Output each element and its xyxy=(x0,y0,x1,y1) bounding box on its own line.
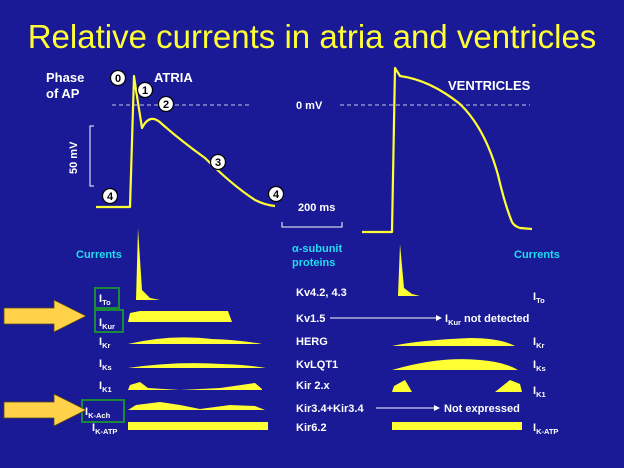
time-scale-label: 200 ms xyxy=(298,202,335,214)
row-5-protein: Kir3.4+Kir3.4 xyxy=(296,403,364,415)
row-1-current-label: IKur xyxy=(99,317,115,331)
highlight-arrow-2 xyxy=(3,393,87,427)
row-6-current-label: IK-ATP xyxy=(92,422,117,436)
row-5-arrow-head xyxy=(434,405,440,411)
row-5-atria-current xyxy=(128,402,265,410)
highlight-box-ito xyxy=(94,287,120,309)
row-2-current-label: IKr xyxy=(99,336,110,350)
svg-text:0: 0 xyxy=(115,73,121,85)
currents-label-left: Currents xyxy=(76,249,122,261)
row-2-right-label: IKr xyxy=(533,336,544,350)
row-6-right-label: IK-ATP xyxy=(533,422,558,436)
ap-header-line1: Phase xyxy=(46,70,84,85)
row-3-protein: KvLQT1 xyxy=(296,359,338,371)
slide-title: Relative currents in atria and ventricle… xyxy=(28,18,597,55)
svg-text:3: 3 xyxy=(215,157,221,169)
highlight-box-ikur xyxy=(94,309,124,333)
voltage-scale-label: 50 mV xyxy=(68,141,80,174)
phase-badge-4-right: 4 xyxy=(267,185,285,203)
row-2-protein: HERG xyxy=(296,336,328,348)
row-3-atria-current xyxy=(128,363,266,368)
subunit-header-line1: α-subunit xyxy=(292,243,342,255)
ventricles-label: VENTRICLES xyxy=(448,78,531,93)
voltage-scale-bar xyxy=(89,125,94,187)
phase-badge-1: 1 xyxy=(136,81,154,99)
row-3-ventricle-current xyxy=(392,359,518,370)
zero-mv-label: 0 mV xyxy=(296,100,323,112)
phase-badge-3: 3 xyxy=(209,153,227,171)
row-4-atria-current xyxy=(128,382,262,390)
row-3-current-label: IKs xyxy=(99,358,112,372)
currents-label-right: Currents xyxy=(514,249,560,261)
row-6-atria-current xyxy=(128,422,268,430)
row-2-ventricle-current xyxy=(392,338,515,346)
svg-text:4: 4 xyxy=(273,189,280,201)
row-0-protein: Kv4.2, 4.3 xyxy=(296,287,347,299)
ventricular-action-potential-trace xyxy=(362,66,533,234)
phase-badge-2: 2 xyxy=(157,95,175,113)
phase-badge-4-left: 4 xyxy=(101,187,119,205)
row-3-right-label: IKs xyxy=(533,359,546,373)
row-5-current-label: IK-Ach xyxy=(85,406,111,420)
atria-label: ATRIA xyxy=(154,70,193,85)
row-4-current-label: IK1 xyxy=(99,380,112,394)
row-1-arrow-head xyxy=(436,315,442,321)
ap-header-line2: of AP xyxy=(46,86,80,101)
phase-badge-0: 0 xyxy=(109,69,127,87)
row-0-atria-current xyxy=(128,228,160,300)
row-6-ventricle-current xyxy=(392,422,522,430)
row-4-right-label: IK1 xyxy=(533,385,546,399)
atrial-action-potential-trace xyxy=(96,74,276,209)
row-6-protein: Kir6.2 xyxy=(296,422,327,434)
highlight-arrow-1 xyxy=(3,299,87,333)
svg-text:2: 2 xyxy=(163,99,169,111)
row-4-protein: Kir 2.x xyxy=(296,380,331,392)
row-0-current-label: ITo xyxy=(99,293,111,307)
row-1-note: IKur not detected xyxy=(445,313,529,327)
subunit-header-line2: proteins xyxy=(292,257,335,269)
row-1-protein: Kv1.5 xyxy=(296,313,325,325)
row-0-right-label: ITo xyxy=(533,291,545,305)
row-5-note: Not expressed xyxy=(444,403,520,415)
time-scale-bar xyxy=(281,222,343,228)
svg-text:1: 1 xyxy=(142,85,148,97)
row-4-ventricle-current xyxy=(392,380,522,392)
row-1-atria-current xyxy=(128,311,232,322)
row-2-atria-current xyxy=(128,337,262,344)
svg-text:4: 4 xyxy=(107,191,114,203)
row-0-ventricle-current xyxy=(392,244,420,296)
